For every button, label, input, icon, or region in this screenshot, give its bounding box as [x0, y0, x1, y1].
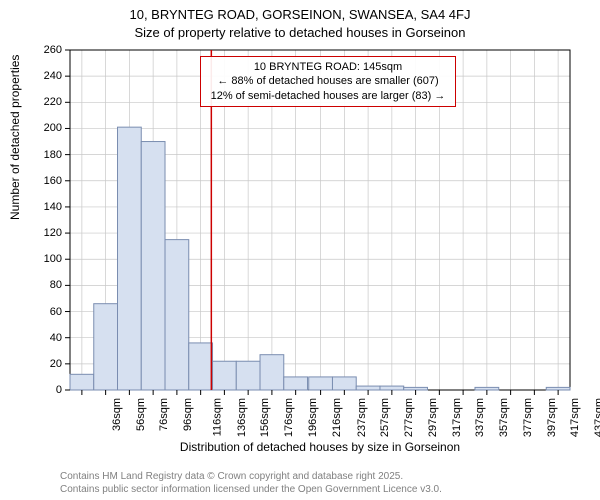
y-tick-label: 140	[32, 201, 62, 213]
x-tick-label: 397sqm	[546, 398, 558, 437]
y-tick-label: 240	[32, 70, 62, 82]
annotation-line-3: 12% of semi-detached houses are larger (…	[207, 89, 449, 103]
x-tick-label: 136sqm	[236, 398, 248, 437]
y-tick-label: 120	[32, 227, 62, 239]
y-tick-label: 260	[32, 44, 62, 56]
x-tick-label: 277sqm	[403, 398, 415, 437]
y-axis-label: Number of detached properties	[8, 55, 22, 220]
x-tick-label: 116sqm	[211, 398, 223, 436]
title-line-1: 10, BRYNTEG ROAD, GORSEINON, SWANSEA, SA…	[0, 6, 600, 24]
y-tick-label: 180	[32, 149, 62, 161]
x-tick-label: 377sqm	[522, 398, 534, 437]
x-tick-label: 237sqm	[356, 398, 368, 437]
title-line-2: Size of property relative to detached ho…	[0, 24, 600, 42]
y-tick-label: 80	[32, 279, 62, 291]
x-tick-label: 96sqm	[182, 398, 194, 431]
chart-area: 020406080100120140160180200220240260 36s…	[70, 50, 570, 390]
y-tick-label: 20	[32, 358, 62, 370]
footer-line-2: Contains public sector information licen…	[60, 484, 442, 497]
x-tick-label: 76sqm	[158, 398, 170, 431]
annotation-line-1: 10 BRYNTEG ROAD: 145sqm	[207, 60, 449, 74]
x-tick-label: 297sqm	[427, 398, 439, 437]
y-tick-label: 160	[32, 175, 62, 187]
x-tick-label: 337sqm	[474, 398, 486, 437]
y-tick-label: 0	[32, 384, 62, 396]
annotation-box: 10 BRYNTEG ROAD: 145sqm ← 88% of detache…	[200, 56, 456, 107]
y-tick-label: 220	[32, 96, 62, 108]
y-tick-label: 40	[32, 332, 62, 344]
footer-line-1: Contains HM Land Registry data © Crown c…	[60, 471, 442, 484]
x-tick-label: 36sqm	[111, 398, 123, 431]
x-axis-label: Distribution of detached houses by size …	[70, 440, 570, 454]
annotation-line-2: ← 88% of detached houses are smaller (60…	[207, 74, 449, 88]
x-tick-label: 56sqm	[135, 398, 147, 431]
x-tick-label: 176sqm	[283, 398, 295, 437]
x-tick-label: 257sqm	[379, 398, 391, 437]
y-tick-label: 200	[32, 122, 62, 134]
x-tick-label: 216sqm	[331, 398, 343, 437]
x-tick-label: 417sqm	[570, 398, 582, 437]
chart-title-block: 10, BRYNTEG ROAD, GORSEINON, SWANSEA, SA…	[0, 0, 600, 41]
x-tick-label: 156sqm	[260, 398, 272, 437]
y-tick-label: 60	[32, 306, 62, 318]
x-tick-label: 196sqm	[307, 398, 319, 437]
x-tick-label: 437sqm	[593, 398, 600, 437]
x-tick-label: 317sqm	[451, 398, 463, 437]
x-tick-label: 357sqm	[498, 398, 510, 437]
y-tick-label: 100	[32, 253, 62, 265]
footer-attribution: Contains HM Land Registry data © Crown c…	[60, 471, 442, 496]
